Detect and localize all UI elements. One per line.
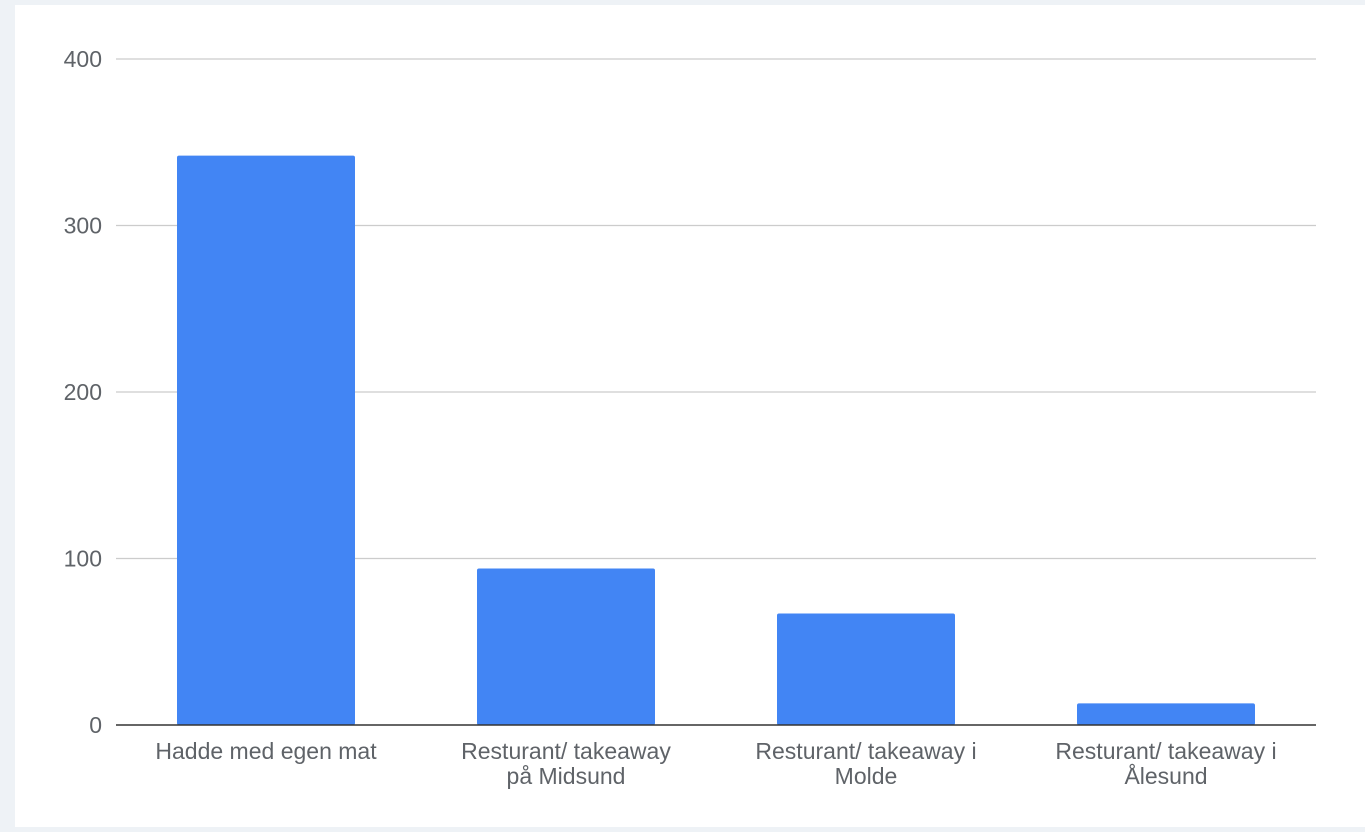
y-tick-label-400: 400 xyxy=(64,46,102,72)
x-category-label-line: på Midsund xyxy=(507,763,626,789)
bar-2 xyxy=(477,568,655,725)
y-axis-ticks: 0 100 200 300 400 xyxy=(64,46,102,738)
x-category-label-line: Resturant/ takeaway i xyxy=(1055,738,1276,764)
y-tick-label-100: 100 xyxy=(64,546,102,572)
bar-chart: 0 100 200 300 400 Hadde med egen mat Resturan… xyxy=(64,46,1316,789)
y-tick-label-0: 0 xyxy=(89,712,102,738)
x-category-label-1: Hadde med egen mat xyxy=(155,738,377,764)
x-category-label-4: Resturant/ takeaway i Ålesund xyxy=(1055,738,1276,789)
x-category-label-2: Resturant/ takeaway på Midsund xyxy=(461,738,671,789)
x-category-label-line: Resturant/ takeaway xyxy=(461,738,671,764)
x-category-label-3: Resturant/ takeaway i Molde xyxy=(755,738,976,789)
x-category-label-line: Molde xyxy=(835,763,898,789)
chart-card: 0 100 200 300 400 Hadde med egen mat Resturan… xyxy=(15,5,1365,827)
bar-1 xyxy=(177,155,355,725)
bar-4 xyxy=(1077,703,1255,725)
x-category-label-line: Resturant/ takeaway i xyxy=(755,738,976,764)
y-tick-label-300: 300 xyxy=(64,213,102,239)
y-tick-label-200: 200 xyxy=(64,379,102,405)
bar-3 xyxy=(777,613,955,725)
x-category-label-line: Ålesund xyxy=(1124,762,1207,789)
x-category-label-line: Hadde med egen mat xyxy=(155,738,377,764)
bars xyxy=(177,155,1255,725)
x-axis-labels: Hadde med egen mat Resturant/ takeaway på … xyxy=(155,738,1276,789)
